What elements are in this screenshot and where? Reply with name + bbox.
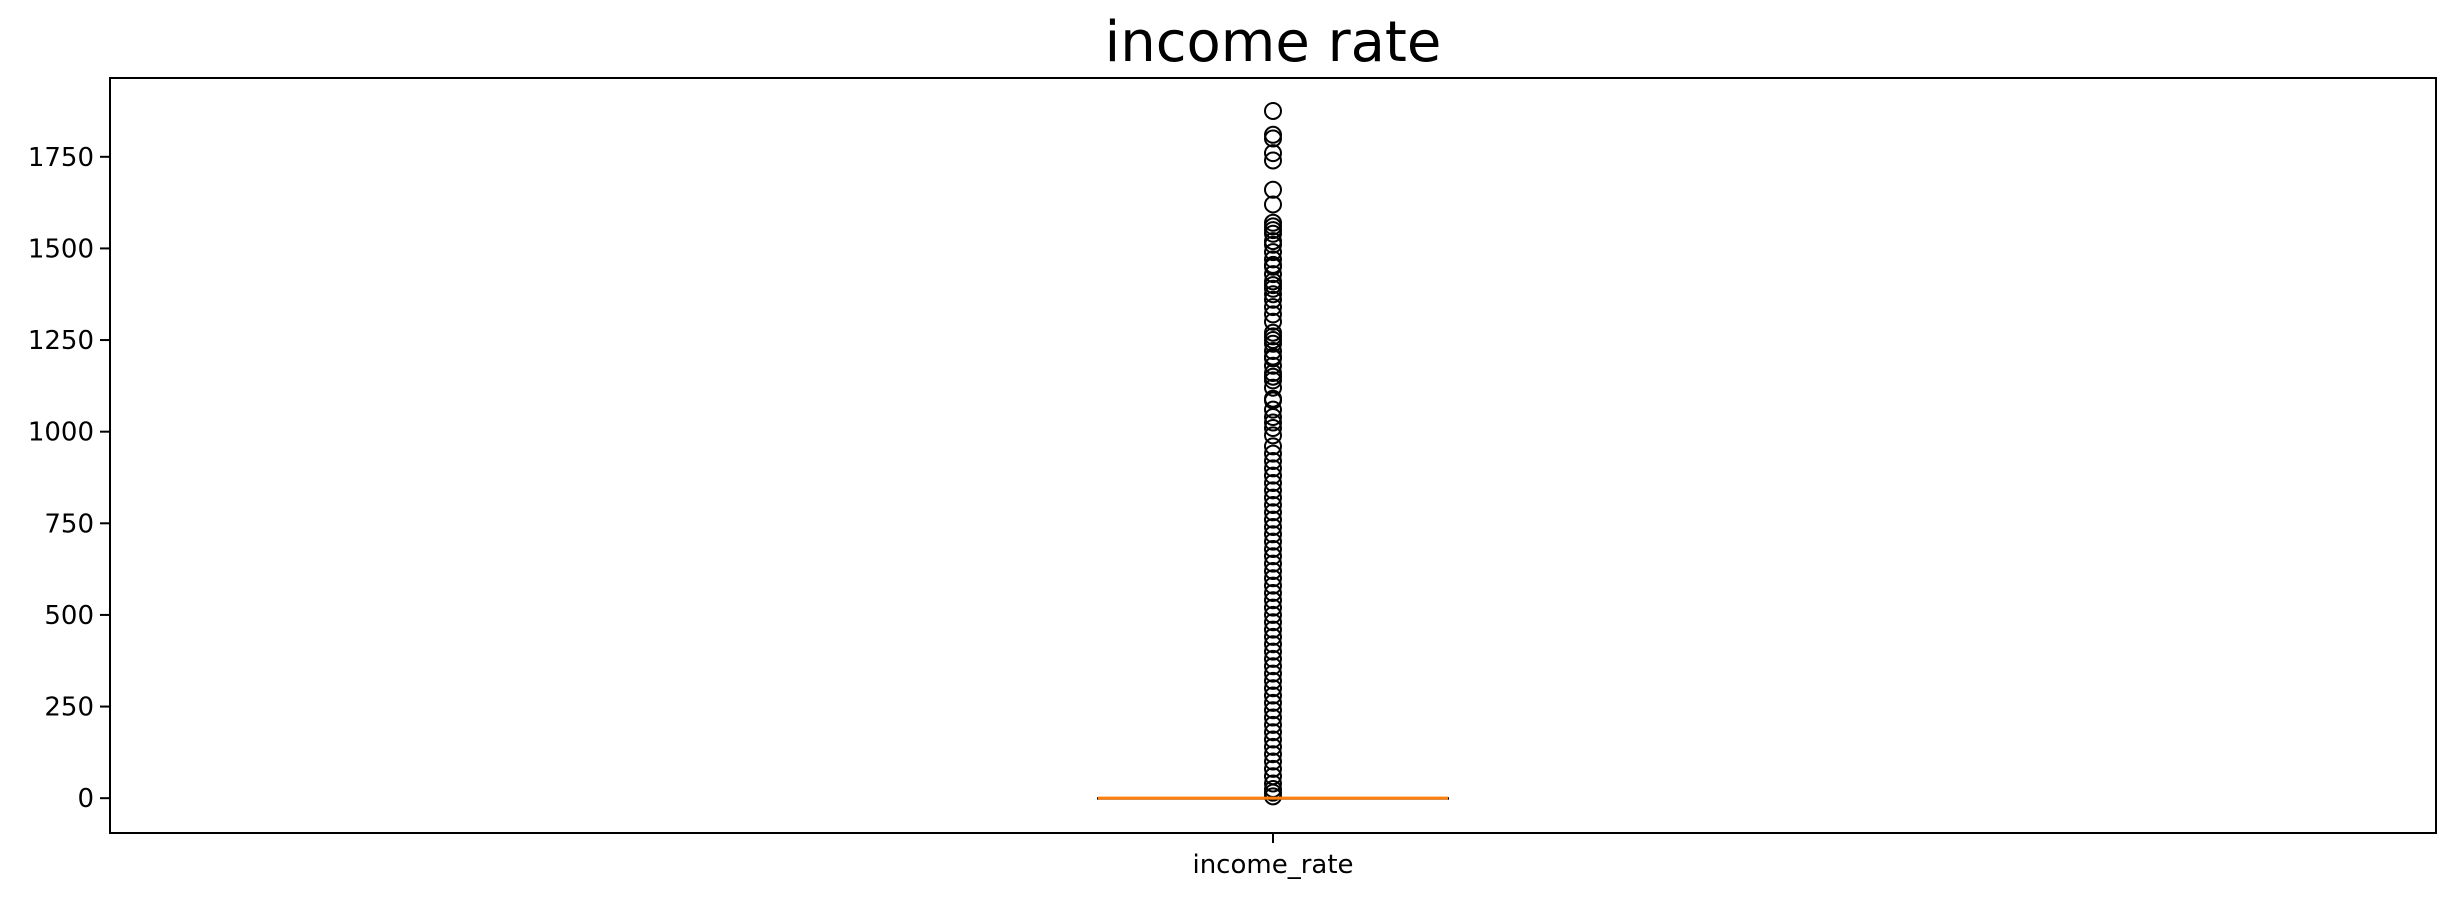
- outlier-point: [1264, 576, 1282, 595]
- outlier-point: [1264, 466, 1282, 485]
- outlier-point: [1264, 598, 1282, 617]
- outlier-point: [1264, 708, 1282, 727]
- y-tick-label: 1500: [28, 234, 94, 264]
- box-element: [1097, 796, 1449, 800]
- outlier-point: [1264, 620, 1282, 639]
- outlier-point: [1264, 144, 1282, 163]
- y-tick-label: 500: [44, 601, 94, 631]
- outlier-point: [1264, 539, 1282, 558]
- x-tick-label: income_rate: [1192, 850, 1353, 880]
- outlier-point: [1264, 745, 1282, 764]
- outlier-point: [1264, 503, 1282, 522]
- outlier-point: [1264, 510, 1282, 529]
- outlier-point: [1264, 437, 1282, 456]
- outlier-point: [1264, 627, 1282, 646]
- outlier-point: [1264, 101, 1282, 120]
- outlier-point: [1264, 235, 1282, 254]
- outlier-point: [1264, 517, 1282, 536]
- outlier-point: [1264, 356, 1282, 375]
- outlier-point: [1264, 224, 1282, 243]
- y-axis: 0 250 500 750 1000 1250 1500 1750: [28, 143, 110, 814]
- y-tick-label: 1250: [28, 326, 94, 356]
- outlier-point: [1264, 444, 1282, 463]
- plot-area-frame: [109, 77, 2437, 834]
- outlier-point: [1264, 312, 1282, 331]
- outlier-point: [1264, 569, 1282, 588]
- outlier-point: [1264, 257, 1282, 276]
- outlier-point: [1264, 495, 1282, 514]
- outlier-point: [1264, 180, 1282, 199]
- y-tick-label: 1750: [28, 143, 94, 173]
- outlier-point: [1264, 298, 1282, 317]
- outlier-point: [1264, 279, 1282, 298]
- outlier-point: [1264, 730, 1282, 749]
- y-tick-label: 250: [44, 693, 94, 723]
- outlier-point: [1264, 787, 1282, 806]
- x-axis: income_rate: [1192, 833, 1354, 880]
- outlier-point: [1264, 413, 1282, 432]
- outlier-point: [1264, 525, 1282, 544]
- outlier-point: [1264, 151, 1282, 170]
- outlier-point: [1264, 342, 1282, 361]
- outlier-point: [1264, 635, 1282, 654]
- y-tick-label: 750: [44, 509, 94, 539]
- outlier-point: [1264, 243, 1282, 262]
- outlier-point: [1264, 408, 1282, 427]
- outlier-point: [1264, 686, 1282, 705]
- outlier-point: [1264, 451, 1282, 470]
- outlier-point: [1264, 459, 1282, 478]
- y-tick-label: 1000: [28, 418, 94, 448]
- outlier-point: [1264, 613, 1282, 632]
- outlier-point: [1264, 276, 1282, 295]
- outlier-point: [1264, 701, 1282, 720]
- outlier-point: [1264, 605, 1282, 624]
- outlier-point: [1264, 400, 1282, 419]
- outlier-point: [1264, 265, 1282, 284]
- outlier-point: [1264, 473, 1282, 492]
- outlier-point: [1264, 561, 1282, 580]
- y-tick-label: 0: [77, 784, 94, 814]
- outlier-point: [1264, 349, 1282, 368]
- outlier-point: [1264, 693, 1282, 712]
- outlier-point: [1264, 488, 1282, 507]
- outlier-point: [1264, 752, 1282, 771]
- outlier-point: [1264, 250, 1282, 269]
- outlier-point: [1264, 195, 1282, 214]
- outlier-point: [1264, 129, 1282, 148]
- outlier-point: [1264, 583, 1282, 602]
- outlier-point: [1264, 481, 1282, 500]
- outlier-point: [1264, 554, 1282, 573]
- chart-title: income rate: [1104, 10, 1442, 75]
- outlier-point: [1264, 334, 1282, 353]
- outlier-point: [1264, 285, 1282, 304]
- outlier-point: [1264, 759, 1282, 778]
- outlier-point: [1264, 642, 1282, 661]
- outlier-points: [1264, 101, 1282, 806]
- outlier-point: [1264, 426, 1282, 445]
- outlier-point: [1264, 679, 1282, 698]
- outlier-point: [1264, 547, 1282, 566]
- outlier-point: [1264, 657, 1282, 676]
- outlier-point: [1264, 715, 1282, 734]
- outlier-point: [1264, 737, 1282, 756]
- outlier-point: [1264, 591, 1282, 610]
- outlier-point: [1264, 774, 1282, 793]
- outlier-point: [1264, 378, 1282, 397]
- outlier-point: [1264, 419, 1282, 438]
- outlier-point: [1264, 649, 1282, 668]
- outlier-point: [1264, 664, 1282, 683]
- outlier-point: [1264, 125, 1282, 144]
- outlier-point: [1264, 532, 1282, 551]
- outlier-point: [1264, 371, 1282, 390]
- outlier-point: [1264, 290, 1282, 309]
- outlier-point: [1264, 723, 1282, 742]
- outlier-point: [1264, 671, 1282, 690]
- outlier-point: [1264, 305, 1282, 324]
